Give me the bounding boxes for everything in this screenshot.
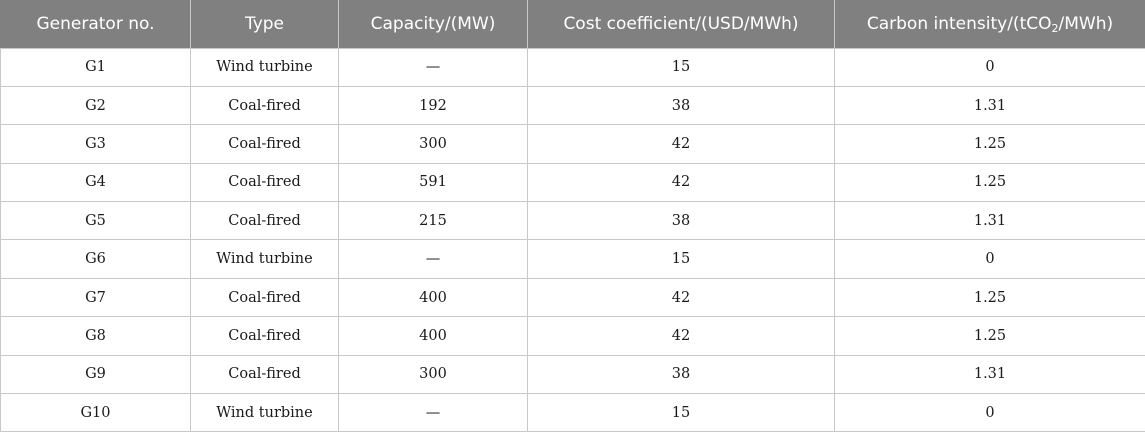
cell-carbon-intensity: 1.31 (834, 354, 1145, 395)
cell-carbon-intensity: 0 (834, 239, 1145, 279)
cell-type: Wind turbine (190, 393, 339, 433)
table-row: G4 Coal-fired 591 42 1.25 (0, 162, 1145, 203)
cell-cost-coefficient: 38 (527, 201, 835, 241)
carbon-header-subscript: 2 (1051, 21, 1059, 35)
header-row: Generator no. Type Capacity/(MW) Cost co… (0, 0, 1145, 49)
cell-carbon-intensity: 1.25 (834, 124, 1145, 164)
cell-cost-coefficient: 42 (527, 162, 835, 203)
cell-capacity: — (338, 393, 528, 433)
cell-cost-coefficient: 42 (527, 124, 835, 164)
cell-carbon-intensity: 1.31 (834, 85, 1145, 126)
cell-generator-no: G1 (0, 47, 191, 87)
cell-capacity: 300 (338, 124, 528, 164)
header-capacity: Capacity/(MW) (338, 0, 528, 49)
cell-generator-no: G5 (0, 201, 191, 241)
cell-cost-coefficient: 38 (527, 85, 835, 126)
cell-carbon-intensity: 1.25 (834, 277, 1145, 318)
cell-cost-coefficient: 15 (527, 239, 835, 279)
table-row: G3 Coal-fired 300 42 1.25 (0, 124, 1145, 164)
cell-generator-no: G2 (0, 85, 191, 126)
carbon-header-main: Carbon intensity/(tCO (866, 13, 1052, 34)
table-row: G2 Coal-fired 192 38 1.31 (0, 85, 1145, 126)
cell-carbon-intensity: 1.31 (834, 201, 1145, 241)
table-row: G5 Coal-fired 215 38 1.31 (0, 201, 1145, 241)
cell-generator-no: G4 (0, 162, 191, 203)
cell-capacity: 300 (338, 354, 528, 395)
cell-type: Coal-fired (190, 316, 339, 356)
cell-generator-no: G10 (0, 393, 191, 433)
cell-carbon-intensity: 0 (834, 47, 1145, 87)
table-header: Generator no. Type Capacity/(MW) Cost co… (0, 0, 1145, 49)
cell-capacity: 400 (338, 277, 528, 318)
carbon-header-tail: /MWh) (1058, 13, 1114, 34)
cell-type: Coal-fired (190, 277, 339, 318)
cell-capacity: 400 (338, 316, 528, 356)
cell-type: Coal-fired (190, 85, 339, 126)
header-type: Type (190, 0, 339, 49)
cell-cost-coefficient: 15 (527, 47, 835, 87)
cell-type: Wind turbine (190, 47, 339, 87)
cell-cost-coefficient: 15 (527, 393, 835, 433)
cell-generator-no: G8 (0, 316, 191, 356)
cell-cost-coefficient: 38 (527, 354, 835, 395)
cell-carbon-intensity: 0 (834, 393, 1145, 433)
cell-type: Coal-fired (190, 354, 339, 395)
cell-cost-coefficient: 42 (527, 277, 835, 318)
header-cost-coefficient: Cost coefficient/(USD/MWh) (527, 0, 835, 49)
table-row: G8 Coal-fired 400 42 1.25 (0, 316, 1145, 356)
table-row: G10 Wind turbine —15 0 (0, 393, 1145, 433)
cell-generator-no: G9 (0, 354, 191, 395)
table-row: G1 Wind turbine —15 0 (0, 47, 1145, 87)
cell-generator-no: G3 (0, 124, 191, 164)
header-carbon-intensity: Carbon intensity/(tCO2/MWh) (834, 0, 1145, 49)
cell-capacity: — (338, 239, 528, 279)
table-row: G9 Coal-fired 300 38 1.31 (0, 354, 1145, 395)
cell-type: Wind turbine (190, 239, 339, 279)
cell-capacity: 215 (338, 201, 528, 241)
cell-capacity: 591 (338, 162, 528, 203)
cell-generator-no: G7 (0, 277, 191, 318)
cell-capacity: 192 (338, 85, 528, 126)
cell-generator-no: G6 (0, 239, 191, 279)
cell-carbon-intensity: 1.25 (834, 162, 1145, 203)
cell-cost-coefficient: 42 (527, 316, 835, 356)
cell-type: Coal-fired (190, 162, 339, 203)
cell-capacity: — (338, 47, 528, 87)
table-row: G6 Wind turbine —15 0 (0, 239, 1145, 279)
cell-type: Coal-fired (190, 201, 339, 241)
cell-carbon-intensity: 1.25 (834, 316, 1145, 356)
header-generator-no: Generator no. (0, 0, 191, 49)
table-body: G1 Wind turbine —15 0 G2 Coal-fired 192 38 1.31 G… (0, 47, 1145, 433)
table-row: G7 Coal-fired 400 42 1.25 (0, 277, 1145, 318)
cell-type: Coal-fired (190, 124, 339, 164)
